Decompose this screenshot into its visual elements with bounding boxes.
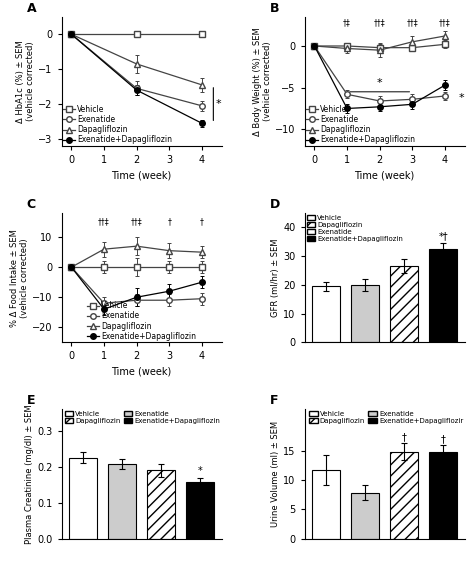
Bar (69, 458, 97, 539)
Text: †: † (200, 218, 204, 227)
Text: E: E (27, 394, 35, 407)
Y-axis label: Urine Volume (ml) ± SEM: Urine Volume (ml) ± SEM (272, 421, 281, 527)
Legend: Vehicle, Dapagliflozin, Exenatide, Exenatide+Dapagliflozir: Vehicle, Dapagliflozin, Exenatide, Exena… (309, 411, 463, 424)
Text: C: C (27, 198, 36, 211)
Text: D: D (269, 198, 280, 211)
Bar (351, 493, 379, 539)
Text: ††‡: ††‡ (131, 218, 143, 227)
Y-axis label: GFR (ml/hr) ± SEM: GFR (ml/hr) ± SEM (272, 238, 281, 317)
Bar (351, 285, 379, 342)
Bar (109, 464, 136, 539)
Text: ††‡: ††‡ (98, 218, 110, 227)
X-axis label: Time (week): Time (week) (355, 171, 415, 181)
Y-axis label: Plasma Creatinine (mg/dl) ± SEM: Plasma Creatinine (mg/dl) ± SEM (26, 404, 35, 544)
Text: †‡: †‡ (343, 19, 351, 27)
Bar (147, 471, 175, 539)
Y-axis label: Δ HbA1c (%) ± SEM
(vehicle corrected): Δ HbA1c (%) ± SEM (vehicle corrected) (16, 40, 36, 123)
Text: *: * (198, 466, 202, 476)
Bar (186, 482, 214, 539)
Text: *: * (216, 99, 221, 109)
Bar (391, 266, 418, 342)
Text: B: B (269, 2, 279, 15)
Text: F: F (269, 394, 278, 407)
Text: *: * (377, 78, 383, 88)
Text: †: † (167, 218, 171, 227)
Legend: Vehicle, Exenatide, Dapagliflozin, Exenatide+Dapagliflozin: Vehicle, Exenatide, Dapagliflozin, Exena… (87, 301, 196, 341)
Text: ††‡: ††‡ (439, 19, 451, 27)
Text: A: A (27, 2, 36, 15)
Y-axis label: Δ Body Weight (%) ± SEM
(vehicle corrected): Δ Body Weight (%) ± SEM (vehicle correct… (253, 27, 273, 136)
Legend: Vehicle, Dapagliflozin, Exenatide, Exenatide+Dapagliflozin: Vehicle, Dapagliflozin, Exenatide, Exena… (307, 215, 403, 242)
Text: †: † (401, 432, 407, 442)
X-axis label: Time (week): Time (week) (111, 367, 172, 377)
Bar (391, 452, 418, 539)
Bar (312, 286, 340, 342)
Text: ††‡: ††‡ (407, 19, 418, 27)
Legend: Vehicle, Exenatide, Dapagliflozin, Exenatide+Dapagliflozin: Vehicle, Exenatide, Dapagliflozin, Exena… (306, 105, 415, 144)
Text: ††‡: ††‡ (374, 19, 385, 27)
Bar (429, 249, 457, 342)
Text: †: † (441, 434, 446, 444)
Bar (312, 470, 340, 539)
Legend: Vehicle, Dapagliflozin, Exenatide, Exenatide+Dapagliflozin: Vehicle, Dapagliflozin, Exenatide, Exena… (64, 411, 220, 424)
Y-axis label: % Δ Food Intake ± SEM
(vehicle corrected): % Δ Food Intake ± SEM (vehicle corrected… (10, 229, 29, 327)
Legend: Vehicle, Exenatide, Dapagliflozin, Exenatide+Dapagliflozin: Vehicle, Exenatide, Dapagliflozin, Exena… (63, 105, 172, 144)
X-axis label: Time (week): Time (week) (111, 171, 172, 181)
Text: *†: *† (438, 231, 448, 241)
Text: *: * (459, 93, 464, 103)
Bar (429, 452, 457, 539)
